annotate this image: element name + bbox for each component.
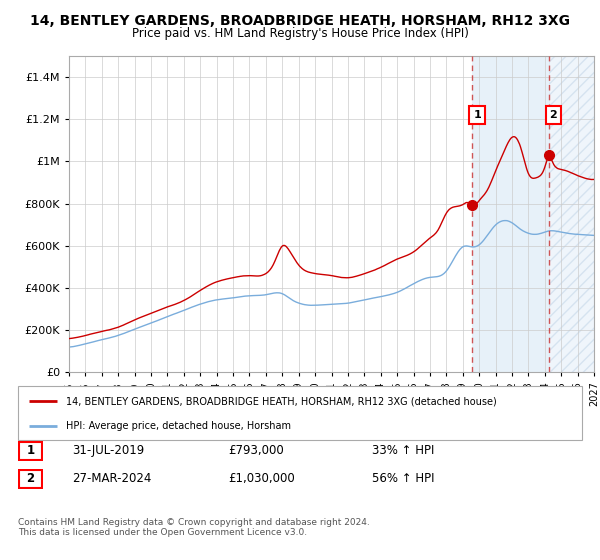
Text: 56% ↑ HPI: 56% ↑ HPI bbox=[372, 472, 434, 486]
Text: £1,030,000: £1,030,000 bbox=[228, 472, 295, 486]
Text: 33% ↑ HPI: 33% ↑ HPI bbox=[372, 444, 434, 458]
Bar bbox=[548, 56, 594, 372]
Text: 14, BENTLEY GARDENS, BROADBRIDGE HEATH, HORSHAM, RH12 3XG: 14, BENTLEY GARDENS, BROADBRIDGE HEATH, … bbox=[30, 14, 570, 28]
Text: 1: 1 bbox=[26, 444, 35, 458]
Text: 27-MAR-2024: 27-MAR-2024 bbox=[72, 472, 151, 486]
Text: 2: 2 bbox=[26, 472, 35, 486]
Text: 14, BENTLEY GARDENS, BROADBRIDGE HEATH, HORSHAM, RH12 3XG (detached house): 14, BENTLEY GARDENS, BROADBRIDGE HEATH, … bbox=[66, 396, 497, 407]
Text: 2: 2 bbox=[550, 110, 557, 120]
Text: 31-JUL-2019: 31-JUL-2019 bbox=[72, 444, 144, 458]
Text: 1: 1 bbox=[473, 110, 481, 120]
Bar bbox=[472, 56, 548, 372]
Text: £793,000: £793,000 bbox=[228, 444, 284, 458]
Text: HPI: Average price, detached house, Horsham: HPI: Average price, detached house, Hors… bbox=[66, 421, 291, 431]
Text: Price paid vs. HM Land Registry's House Price Index (HPI): Price paid vs. HM Land Registry's House … bbox=[131, 27, 469, 40]
Text: Contains HM Land Registry data © Crown copyright and database right 2024.
This d: Contains HM Land Registry data © Crown c… bbox=[18, 518, 370, 538]
